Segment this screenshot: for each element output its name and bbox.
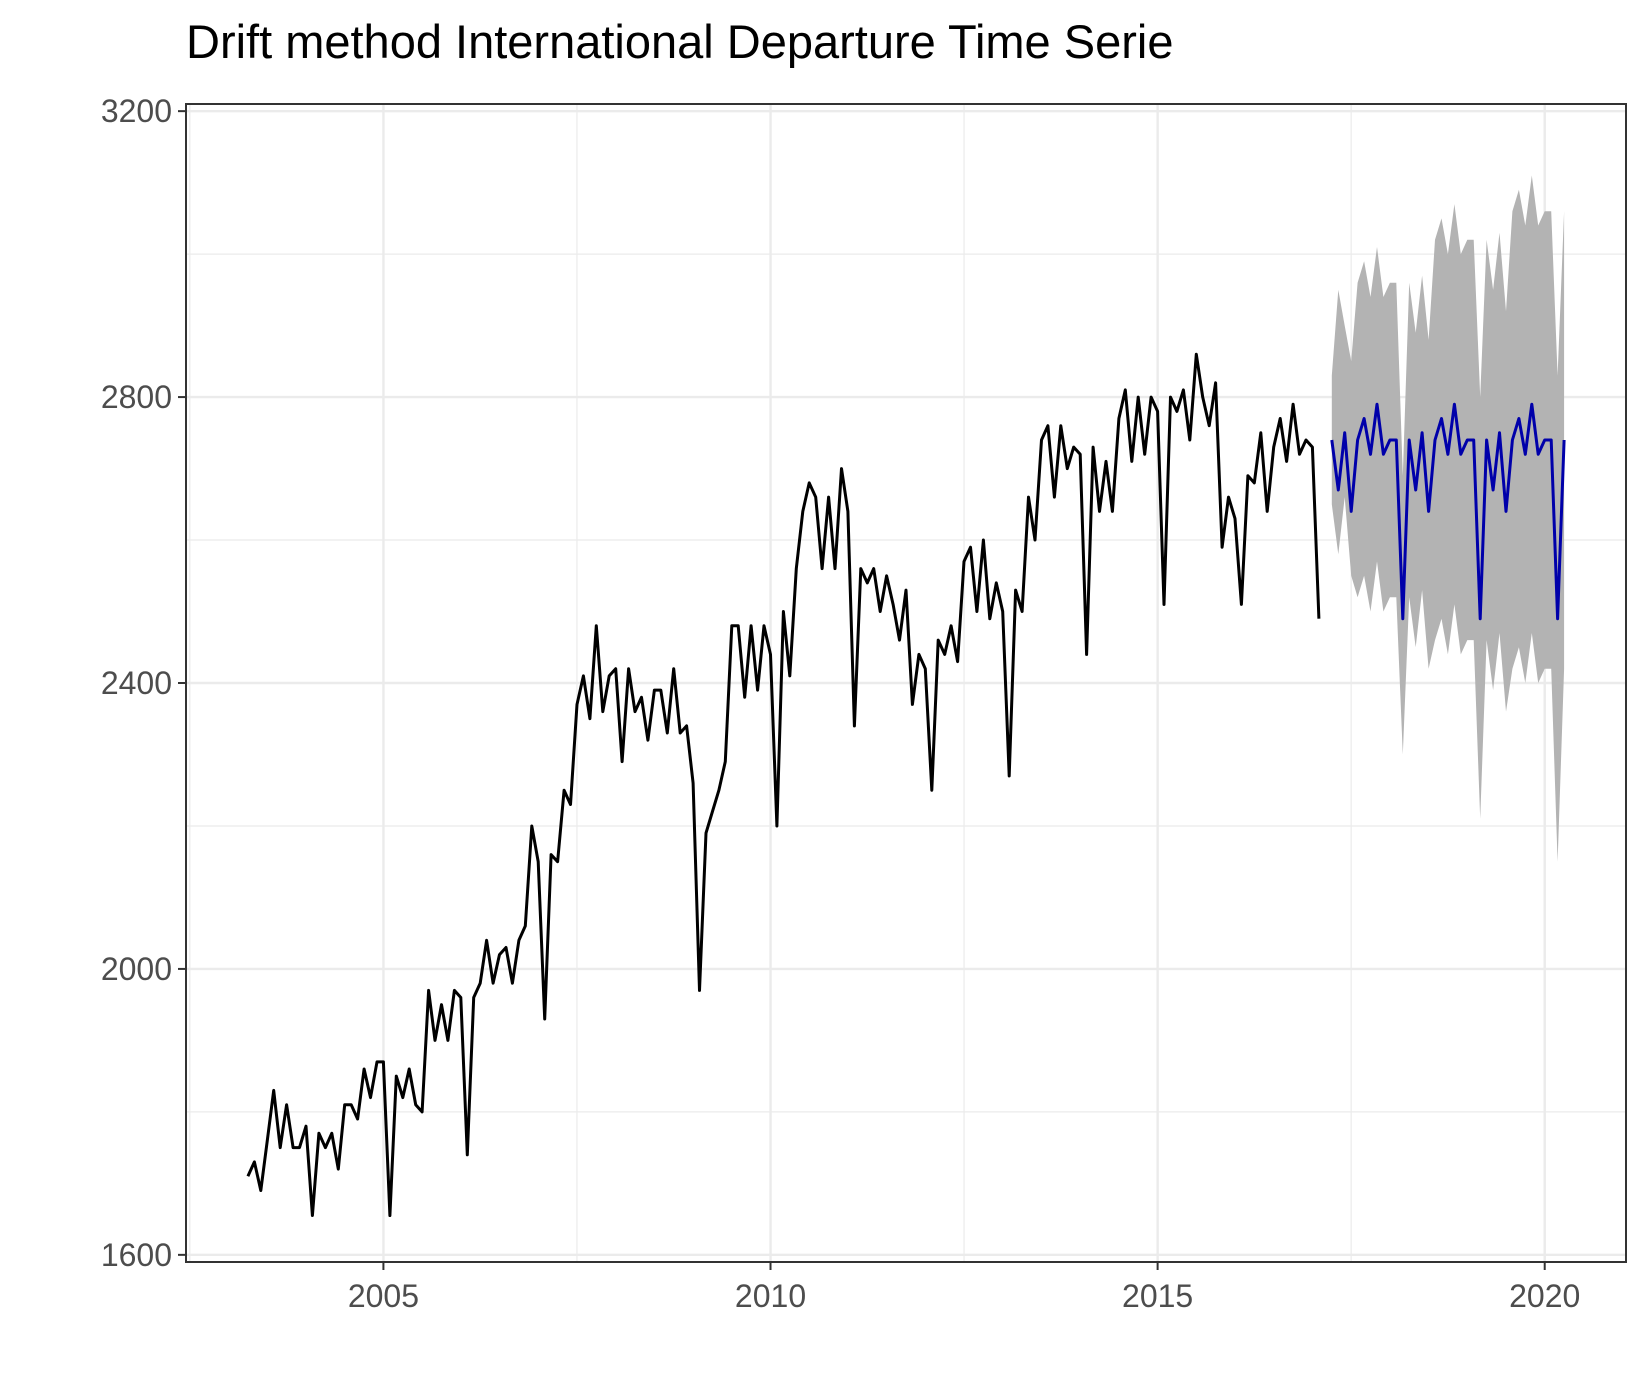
history-series-line (246, 352, 1321, 1217)
forecast-interval-band (1331, 175, 1565, 862)
x-tick-label: 2020 (1509, 1278, 1580, 1314)
y-tick-label: 3200 (101, 93, 172, 129)
y-tick-label: 1600 (101, 1237, 172, 1273)
x-tick-label: 2005 (348, 1278, 419, 1314)
axis-ticks: 1600 2000 2400 2800 3200 2005 2010 2015 2020 (101, 93, 1580, 1314)
y-tick-label: 2400 (101, 665, 172, 701)
chart-title: Drift method International Departure Tim… (186, 15, 1174, 68)
y-tick-label: 2000 (101, 951, 172, 987)
y-tick-label: 2800 (101, 379, 172, 415)
forecast-series-line (1330, 402, 1566, 621)
x-tick-label: 2010 (735, 1278, 806, 1314)
x-tick-label: 2015 (1122, 1278, 1193, 1314)
gridlines (186, 104, 1626, 1262)
